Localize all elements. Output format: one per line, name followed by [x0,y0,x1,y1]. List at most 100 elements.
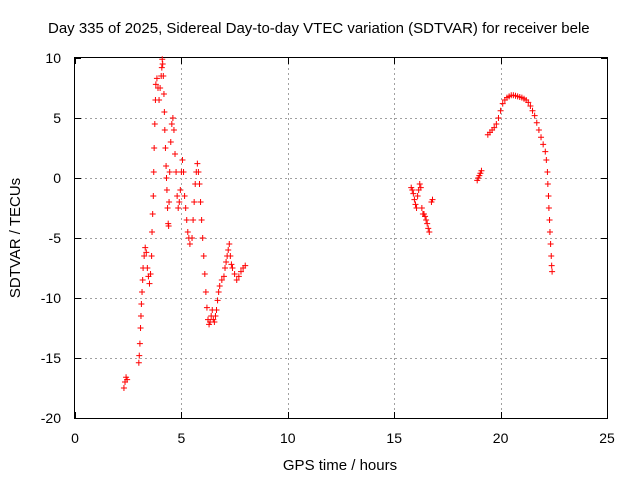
data-point [197,199,204,205]
data-point [150,193,157,199]
data-point [422,213,429,220]
data-point [167,139,174,145]
data-point [413,205,420,211]
data-point [409,187,416,193]
data-point [229,265,236,271]
data-point [194,160,201,167]
data-point [544,181,551,187]
data-point [495,115,502,121]
data-point [198,217,205,223]
data-point [163,163,170,169]
data-point [161,109,168,115]
data-point [211,319,218,325]
data-point [151,121,158,127]
data-point [227,253,234,259]
data-point [533,119,540,126]
y-tick-labels: -20 -15 -10 -5 0 5 10 [41,50,61,426]
data-point [120,385,127,391]
data-point [223,259,230,265]
y-axis-label: SDTVAR / TECUs [7,178,24,298]
data-point [218,277,225,283]
data-point [231,271,238,277]
data-point [545,193,552,199]
data-point [144,265,151,271]
data-point [410,190,417,197]
data-point [535,127,542,133]
data-point [531,112,538,119]
data-point [160,91,167,97]
data-point [135,359,142,366]
data-point [540,141,547,148]
data-point [545,205,552,211]
data-point [547,241,554,247]
data-point [233,277,240,283]
data-point [141,253,148,259]
data-point [137,325,144,331]
data-point [184,229,191,235]
data-point [544,169,551,175]
data-point [189,235,196,241]
data-point [213,307,220,313]
data-point [152,81,159,88]
data-point [235,273,242,280]
data-point [529,107,536,114]
data-point [146,280,153,287]
data-point [191,199,198,205]
x-tick-labels: 0 5 10 15 20 25 [71,430,615,446]
x-tick-label: 10 [280,430,296,446]
data-point [216,283,223,289]
data-point [527,103,534,109]
data-point [228,261,235,268]
data-point [548,262,555,269]
x-tick-label: 20 [493,430,509,446]
data-point [166,169,173,175]
data-point [538,134,545,141]
data-point [164,205,171,211]
data-point [169,115,176,121]
data-point [174,193,181,199]
data-point [163,175,170,181]
data-point [150,169,157,175]
data-point [200,253,207,259]
data-point [151,145,158,151]
data-point [163,187,170,193]
data-point [176,199,183,205]
y-tick-label: 0 [53,170,61,186]
data-point [170,127,177,133]
data-point [201,271,208,277]
data-point [202,289,209,295]
grid [75,58,607,418]
data-point [156,97,163,103]
data-series-sdtvar [120,56,556,391]
data-point [222,265,229,271]
data-point [149,211,156,217]
data-point [158,64,165,71]
data-point [418,205,425,211]
data-point [212,313,219,319]
data-point [215,289,222,295]
data-point [226,241,233,247]
data-point [424,220,431,227]
data-point [180,169,187,175]
data-point [203,304,210,311]
data-point [137,313,144,319]
data-point [165,223,172,229]
data-point [214,297,221,304]
data-point [136,340,143,347]
data-point [160,73,167,79]
data-point [195,169,202,175]
data-point [425,225,432,232]
data-point [138,301,145,307]
data-point [525,99,532,106]
data-point [148,253,155,259]
data-point [199,235,206,241]
data-point [139,277,146,283]
data-point [543,157,550,163]
x-tick-label: 5 [178,430,186,446]
chart-title: Day 335 of 2025, Sidereal Day-to-day VTE… [48,20,590,37]
data-point [493,121,500,127]
data-point [143,249,150,256]
data-point [416,181,423,187]
data-point [161,127,168,133]
